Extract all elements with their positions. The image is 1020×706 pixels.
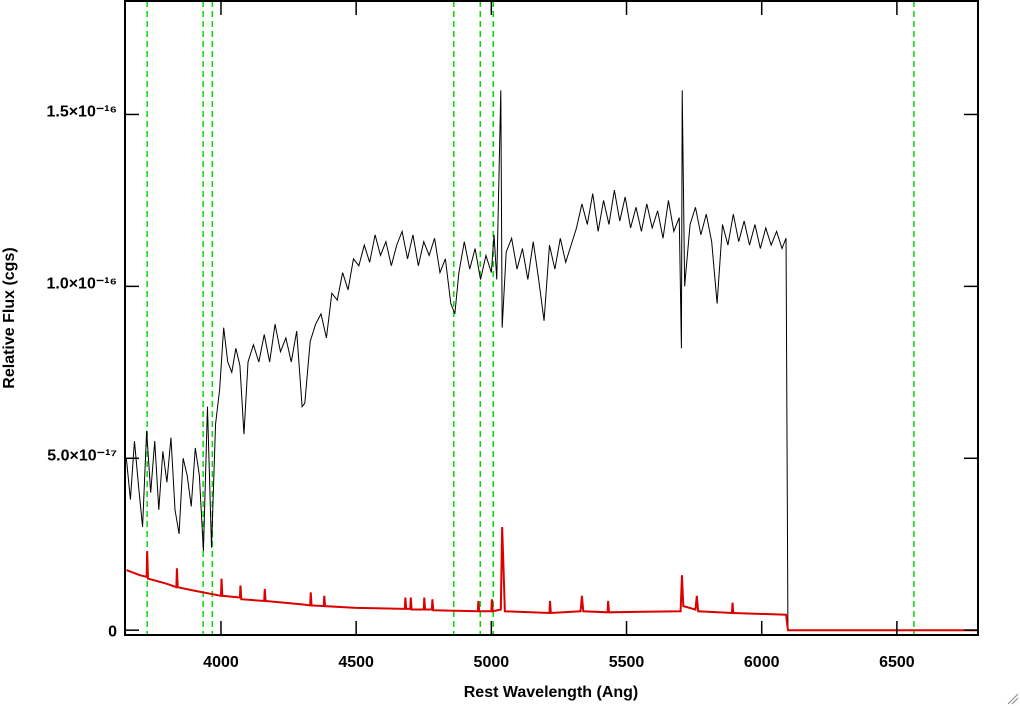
y-tick-label: 1.5×10⁻¹⁶ — [46, 104, 117, 121]
x-tick-label: 5000 — [474, 654, 510, 671]
x-tick-label: 4500 — [338, 654, 374, 671]
x-tick-label: 5500 — [609, 654, 645, 671]
spectrum-line — [125, 527, 978, 632]
x-tick-label: 6000 — [744, 654, 780, 671]
y-tick-label: 5.0×10⁻¹⁷ — [47, 447, 117, 464]
x-axis-label: Rest Wavelength (Ang) — [464, 684, 639, 701]
y-tick-label: 0 — [108, 623, 117, 640]
x-tick-label: 4000 — [203, 654, 239, 671]
resize-grip — [1007, 693, 1019, 705]
spectrum-line — [125, 90, 978, 631]
x-tick-label: 6500 — [879, 654, 915, 671]
plot-frame — [124, 0, 979, 636]
y-tick-label: 1.0×10⁻¹⁶ — [46, 276, 117, 293]
y-axis-label: Relative Flux (cgs) — [1, 247, 18, 388]
